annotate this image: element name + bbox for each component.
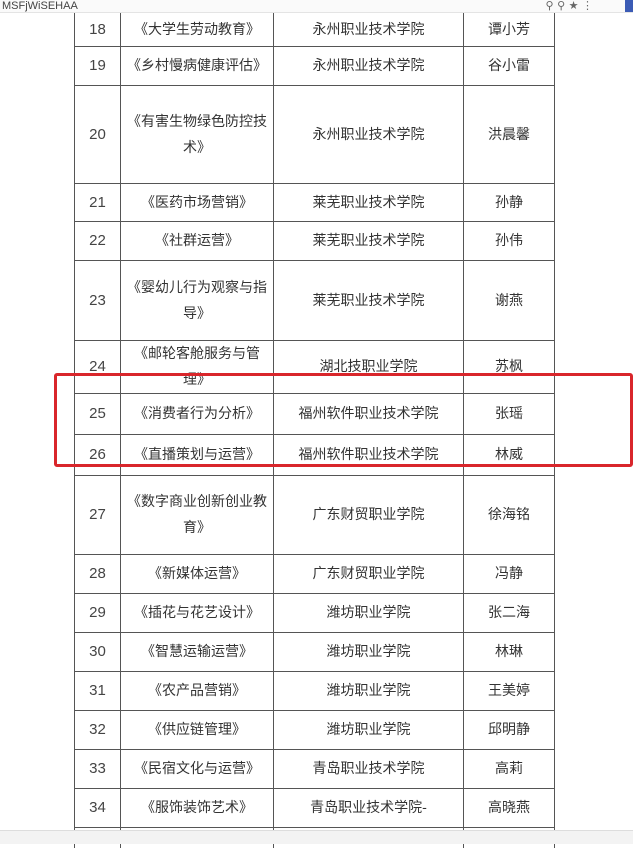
award-table: 18 《大学生劳动教育》 永州职业技术学院 谭小芳 19 《乡村慢病健康评估》 永州职业技术… [74,12,555,848]
row-number: 23 [74,260,121,341]
row-number: 27 [74,475,121,555]
school-name: 潍坊职业学院 [273,671,464,711]
table-row: 19 《乡村慢病健康评估》 永州职业技术学院 谷小雷 [74,46,555,86]
row-number: 21 [74,183,121,222]
course-name: 《乡村慢病健康评估》 [120,46,274,86]
person-name: 谭小芳 [463,12,555,47]
table-row: 30 《智慧运输运营》 潍坊职业学院 林琳 [74,632,555,672]
extension-icon[interactable] [625,0,633,12]
person-name: 苏枫 [463,340,555,394]
row-number: 20 [74,85,121,184]
table-row: 29 《插花与花艺设计》 潍坊职业学院 张二海 [74,593,555,633]
row-number: 22 [74,221,121,261]
table-row: 32 《供应链管理》 潍坊职业学院 邱明静 [74,710,555,750]
person-name: 冯静 [463,554,555,594]
school-name: 广东财贸职业学院 [273,475,464,555]
row-number: 33 [74,749,121,789]
person-name: 徐海铭 [463,475,555,555]
person-name: 孙伟 [463,221,555,261]
toolbar-icons[interactable]: ⚲ ⚲ ★ ⋮ [545,0,593,12]
school-name: 潍坊职业学院 [273,593,464,633]
person-name: 高晓燕 [463,788,555,828]
school-name: 莱芜职业技术学院 [273,221,464,261]
person-name: 王美婷 [463,671,555,711]
person-name: 谷小雷 [463,46,555,86]
course-name: 《服饰装饰艺术》 [120,788,274,828]
table-row: 26 《直播策划与运营》 福州软件职业技术学院 林威 [74,434,555,476]
row-number: 25 [74,393,121,435]
course-name: 《医药市场营销》 [120,183,274,222]
person-name: 邱明静 [463,710,555,750]
person-name: 洪晨馨 [463,85,555,184]
person-name: 高莉 [463,749,555,789]
person-name: 谢燕 [463,260,555,341]
course-name: 《社群运营》 [120,221,274,261]
school-name: 广东财贸职业学院 [273,554,464,594]
row-number: 31 [74,671,121,711]
row-number: 34 [74,788,121,828]
person-name: 张瑶 [463,393,555,435]
course-name: 《直播策划与运营》 [120,434,274,476]
table-row: 27 《数字商业创新创业教育》 广东财贸职业学院 徐海铭 [74,475,555,555]
row-number: 18 [74,12,121,47]
table-row: 20 《有害生物绿色防控技术》 永州职业技术学院 洪晨馨 [74,85,555,184]
person-name: 林琳 [463,632,555,672]
table-row: 18 《大学生劳动教育》 永州职业技术学院 谭小芳 [74,12,555,47]
course-name: 《智慧运输运营》 [120,632,274,672]
course-name: 《供应链管理》 [120,710,274,750]
course-name: 《新媒体运营》 [120,554,274,594]
course-name: 《消费者行为分析》 [120,393,274,435]
school-name: 潍坊职业学院 [273,710,464,750]
table-row: 31 《农产品营销》 潍坊职业学院 王美婷 [74,671,555,711]
row-number: 19 [74,46,121,86]
table-row: 21 《医药市场营销》 莱芜职业技术学院 孙静 [74,183,555,222]
school-name: 莱芜职业技术学院 [273,183,464,222]
row-number: 32 [74,710,121,750]
course-name: 《大学生劳动教育》 [120,12,274,47]
course-name: 《婴幼儿行为观察与指导》 [120,260,274,341]
table-row: 33 《民宿文化与运营》 青岛职业技术学院 高莉 [74,749,555,789]
table-row: 24 《邮轮客舱服务与管理》 湖北技职业学院 苏枫 [74,340,555,394]
table-row: 23 《婴幼儿行为观察与指导》 莱芜职业技术学院 谢燕 [74,260,555,341]
school-name: 潍坊职业学院 [273,632,464,672]
table-row: 28 《新媒体运营》 广东财贸职业学院 冯静 [74,554,555,594]
person-name: 孙静 [463,183,555,222]
highlight-box [54,373,633,467]
address-bar[interactable]: MSFjWiSEHAA [2,0,78,12]
row-number: 30 [74,632,121,672]
person-name: 林威 [463,434,555,476]
school-name: 永州职业技术学院 [273,46,464,86]
table-row: 34 《服饰装饰艺术》 青岛职业技术学院- 高晓燕 [74,788,555,828]
course-name: 《有害生物绿色防控技术》 [120,85,274,184]
school-name: 青岛职业技术学院 [273,749,464,789]
browser-toolbar: MSFjWiSEHAA ⚲ ⚲ ★ ⋮ [0,0,633,13]
school-name: 永州职业技术学院 [273,12,464,47]
school-name: 青岛职业技术学院- [273,788,464,828]
school-name: 永州职业技术学院 [273,85,464,184]
course-name: 《农产品营销》 [120,671,274,711]
table-row: 22 《社群运营》 莱芜职业技术学院 孙伟 [74,221,555,261]
row-number: 28 [74,554,121,594]
course-name: 《数字商业创新创业教育》 [120,475,274,555]
course-name: 《民宿文化与运营》 [120,749,274,789]
course-name: 《邮轮客舱服务与管理》 [120,340,274,394]
school-name: 福州软件职业技术学院 [273,434,464,476]
bottom-bar [0,830,633,844]
row-number: 29 [74,593,121,633]
person-name: 张二海 [463,593,555,633]
table-row: 25 《消费者行为分析》 福州软件职业技术学院 张瑶 [74,393,555,435]
course-name: 《插花与花艺设计》 [120,593,274,633]
school-name: 莱芜职业技术学院 [273,260,464,341]
